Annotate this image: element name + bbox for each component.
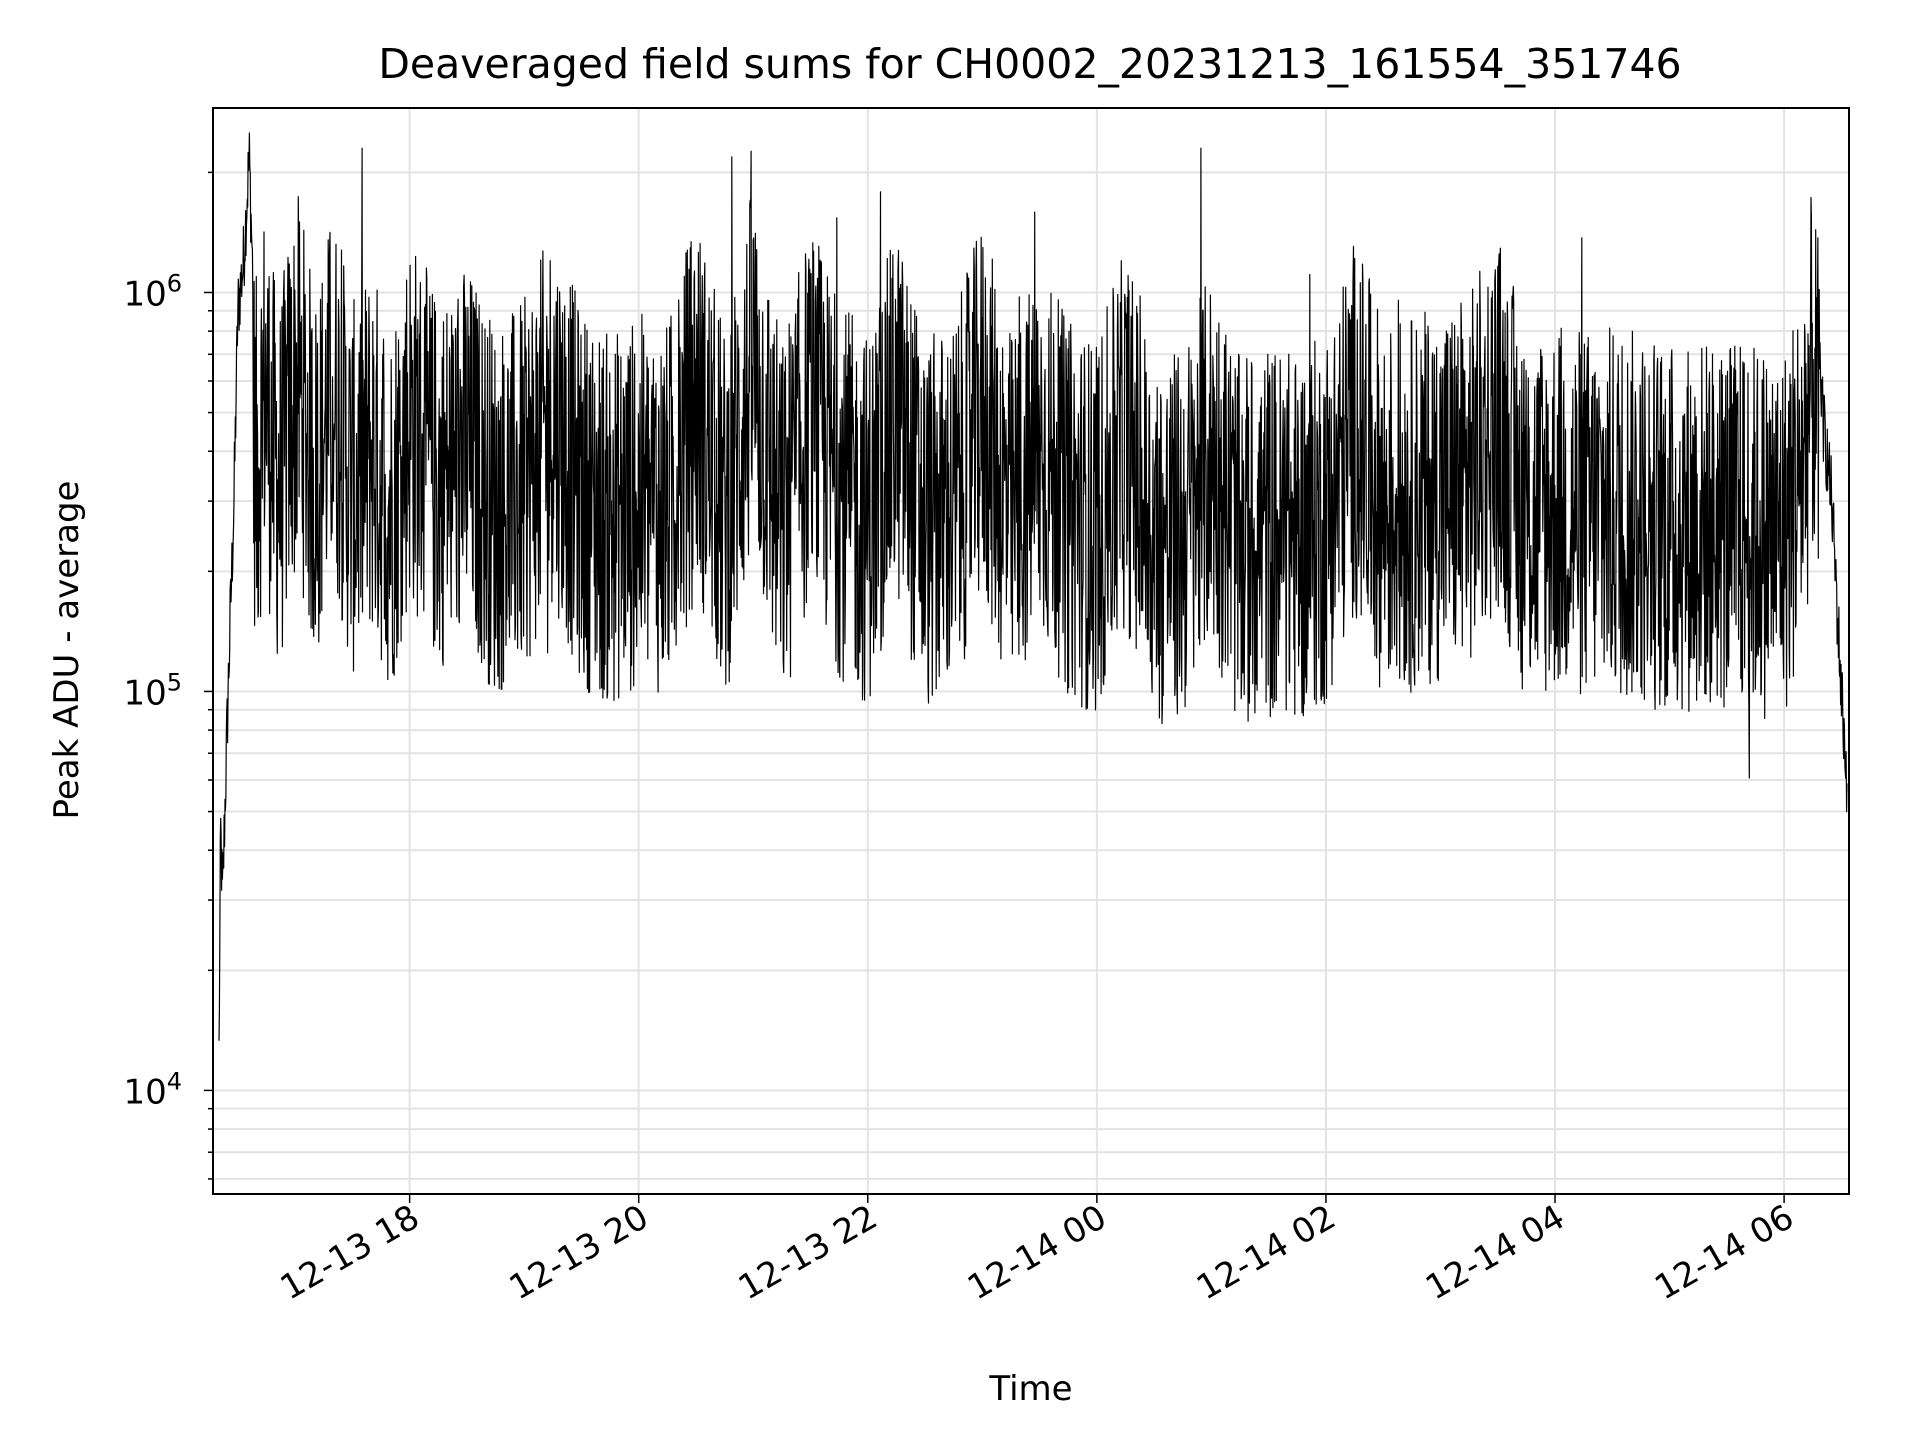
y-axis-label: Peak ADU - average xyxy=(47,481,87,820)
chart-title: Deaveraged field sums for CH0002_2023121… xyxy=(378,40,1681,88)
x-axis-label: Time xyxy=(988,1369,1072,1409)
plot-frame xyxy=(212,107,1850,1195)
series-group xyxy=(218,132,1848,1041)
y-tick-label: 105 xyxy=(123,668,182,713)
series-line xyxy=(218,132,1848,1041)
y-axis: 104 105 106 xyxy=(123,171,213,1180)
y-tick-label: 104 xyxy=(123,1067,182,1112)
y-tick-label: 106 xyxy=(123,269,182,314)
